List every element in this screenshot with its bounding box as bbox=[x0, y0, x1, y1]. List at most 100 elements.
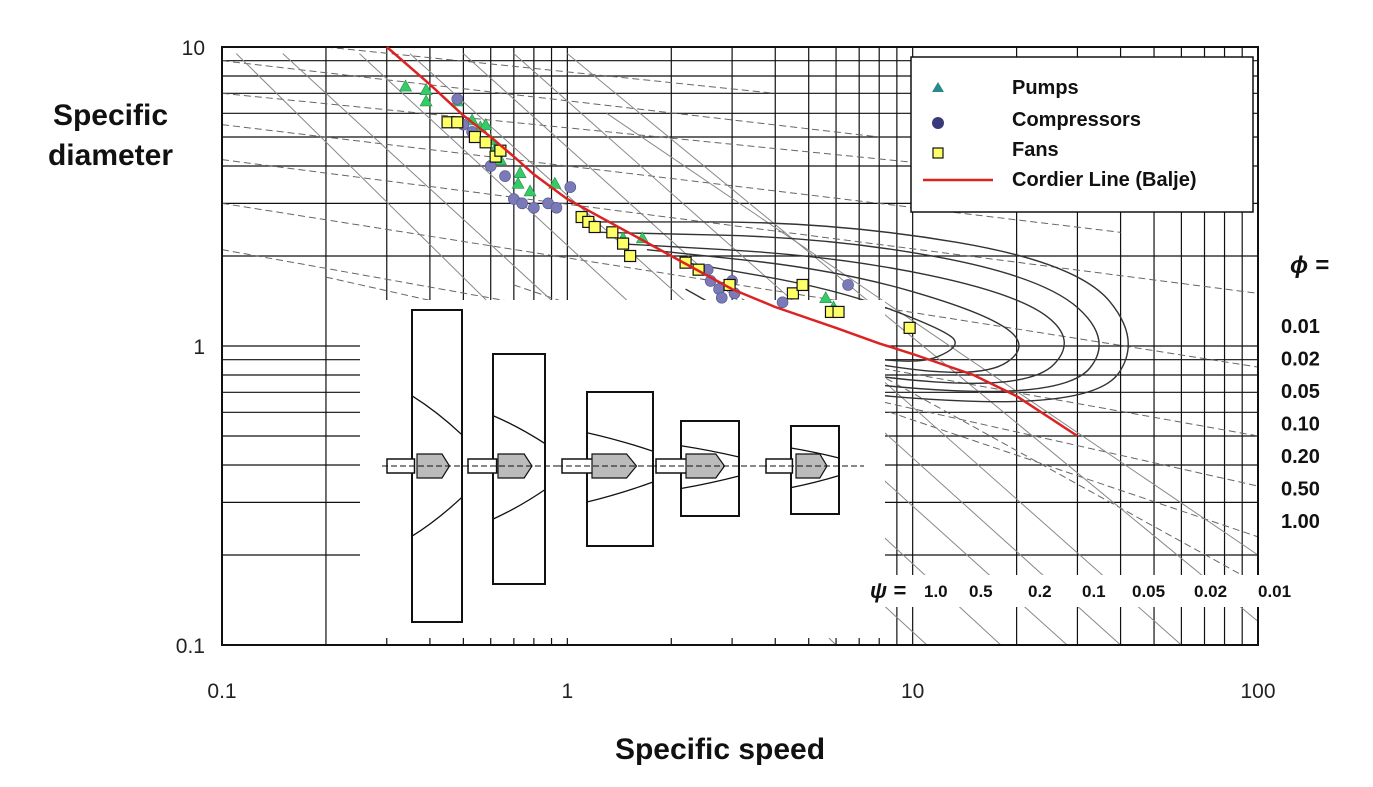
psi-value: 0.5 bbox=[969, 582, 993, 601]
impeller-blade bbox=[680, 475, 740, 490]
impeller-blade bbox=[492, 415, 546, 445]
impeller-blade bbox=[586, 432, 654, 452]
psi-value: 0.2 bbox=[1028, 582, 1052, 601]
phi-guide-line bbox=[221, 60, 880, 138]
impeller-mixed-2 bbox=[651, 420, 764, 517]
impeller-blade bbox=[411, 496, 463, 537]
legend-fans-symbol bbox=[932, 147, 944, 159]
efficiency-contour bbox=[600, 231, 1100, 393]
x-tick-label: 1 bbox=[561, 680, 573, 703]
impeller-blade bbox=[492, 489, 546, 520]
y-tick-label: 10 bbox=[182, 37, 205, 60]
legend-label: Pumps bbox=[1012, 77, 1079, 99]
phi-value: 0.01 bbox=[1281, 316, 1320, 338]
plot-border bbox=[221, 46, 1259, 646]
phi-value: 0.10 bbox=[1281, 414, 1320, 436]
compressor-point bbox=[499, 170, 511, 182]
cordier-line bbox=[385, 46, 1079, 438]
fan-point bbox=[624, 249, 637, 263]
phi-value: 0.05 bbox=[1281, 381, 1320, 403]
impeller-blade bbox=[411, 395, 463, 436]
impeller-hub bbox=[416, 453, 451, 479]
legend-pumps-symbol bbox=[932, 82, 944, 92]
psi-guide-line bbox=[567, 53, 1259, 622]
pump-point bbox=[819, 291, 833, 304]
efficiency-contour bbox=[646, 248, 1020, 374]
fan-point bbox=[479, 136, 492, 149]
y-axis-label: Specific diameter bbox=[47, 99, 174, 172]
phi-guide-line bbox=[221, 124, 1121, 233]
impeller-radial-1 bbox=[382, 309, 487, 623]
fan-point bbox=[468, 130, 482, 144]
psi-label: ψ = bbox=[870, 578, 906, 603]
compressor-point bbox=[451, 93, 464, 105]
compressor-point bbox=[715, 291, 728, 304]
impeller-blade bbox=[790, 474, 840, 489]
phi-value: 0.50 bbox=[1281, 479, 1320, 501]
series-layer bbox=[385, 46, 1079, 438]
phi-guide-line bbox=[513, 284, 1259, 538]
psi-value: 0.02 bbox=[1194, 582, 1227, 601]
phi-value: 0.20 bbox=[1281, 446, 1320, 468]
phi-guide-line bbox=[325, 46, 776, 94]
pump-point bbox=[523, 184, 537, 197]
x-tick-label: 10 bbox=[901, 680, 924, 703]
psi-value: 1.0 bbox=[924, 582, 948, 601]
impeller-axial bbox=[761, 425, 864, 515]
x-axis-label: Specific speed bbox=[614, 733, 826, 766]
impeller-blade bbox=[680, 445, 740, 458]
compressor-point bbox=[550, 201, 563, 214]
efficiency-contour bbox=[617, 242, 1065, 384]
compressor-point bbox=[528, 201, 540, 214]
impeller-hub bbox=[497, 453, 533, 479]
compressor-point bbox=[564, 181, 577, 193]
psi-value: 0.05 bbox=[1132, 582, 1165, 601]
fan-point bbox=[588, 220, 601, 234]
impeller-mixed-1 bbox=[557, 391, 678, 547]
fan-point bbox=[796, 278, 809, 292]
psi-guide-line bbox=[606, 112, 1259, 556]
pump-point bbox=[419, 94, 433, 107]
phi-value: 0.02 bbox=[1281, 349, 1320, 371]
psi-value: 0.01 bbox=[1258, 582, 1291, 601]
compressor-point bbox=[516, 197, 528, 210]
efficiency-contour bbox=[588, 221, 1129, 403]
tick-labels: 0.1 1 10 100 0.1 1 10 bbox=[176, 37, 1276, 703]
fan-point bbox=[451, 116, 464, 129]
impeller-blade bbox=[790, 447, 840, 459]
pump-point bbox=[399, 79, 413, 92]
fan-point bbox=[832, 305, 845, 319]
legend-label: Fans bbox=[1012, 139, 1059, 161]
fan-point bbox=[786, 287, 800, 300]
pump-point bbox=[511, 176, 525, 189]
fan-point bbox=[606, 226, 619, 239]
y-tick-label: 0.1 bbox=[176, 635, 205, 658]
compressor-point bbox=[842, 279, 854, 291]
compressor-point bbox=[776, 296, 789, 309]
legend-label: Cordier Line (Balje) bbox=[1012, 169, 1196, 191]
psi-value: 0.1 bbox=[1082, 582, 1106, 601]
impeller-blade bbox=[586, 481, 654, 503]
phi-guide-line bbox=[221, 159, 1259, 294]
legend-compressors-symbol bbox=[932, 117, 944, 129]
pump-point bbox=[513, 166, 527, 178]
plot-frame bbox=[221, 46, 1259, 646]
legend: Pumps Compressors Fans Cordier Line (Balje) bbox=[910, 56, 1254, 213]
impeller-radial-2 bbox=[463, 353, 570, 585]
phi-guide-line bbox=[221, 202, 1259, 368]
legend-box bbox=[910, 56, 1254, 213]
pump-point bbox=[479, 118, 493, 130]
x-tick-label: 100 bbox=[1240, 680, 1275, 703]
phi-psi-annotations: ϕ = 0.01 0.02 0.05 0.10 0.20 0.50 1.00 ψ = 1.0 0.5… bbox=[868, 252, 1329, 607]
impeller-sketches bbox=[360, 300, 885, 638]
phi-guide-line bbox=[221, 92, 1017, 174]
phi-value: 1.00 bbox=[1281, 511, 1320, 533]
y-tick-label: 1 bbox=[193, 336, 205, 359]
fan-point bbox=[616, 237, 630, 250]
fan-point bbox=[903, 321, 916, 334]
x-tick-label: 0.1 bbox=[207, 680, 236, 703]
legend-label: Compressors bbox=[1012, 109, 1141, 131]
phi-label: ϕ = bbox=[1290, 252, 1329, 279]
psi-label-bg bbox=[868, 575, 1328, 607]
